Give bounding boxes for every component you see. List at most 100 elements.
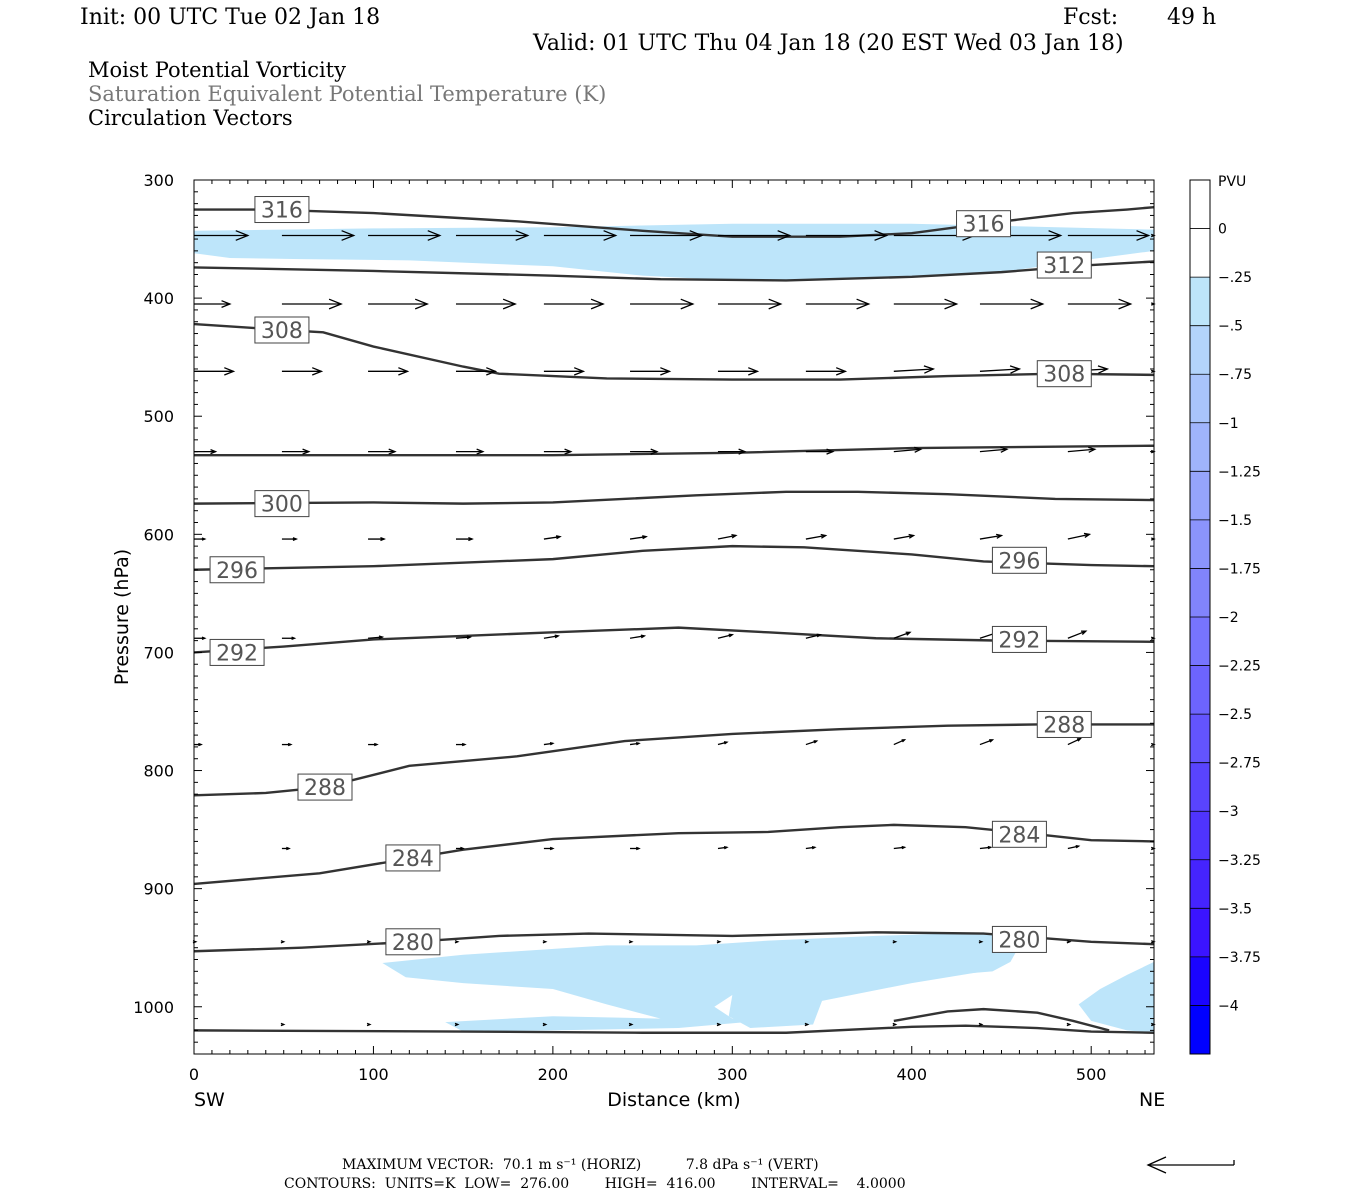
circulation-vector bbox=[281, 298, 343, 310]
circulation-vector bbox=[805, 533, 828, 540]
circulation-vector bbox=[716, 940, 722, 944]
circulation-vector bbox=[368, 230, 442, 241]
circulation-vector bbox=[1067, 532, 1092, 540]
colorbar-cell bbox=[1190, 714, 1210, 763]
contour-label: 296 bbox=[209, 556, 265, 584]
circulation-vector bbox=[979, 845, 993, 850]
y-tick-label: 300 bbox=[143, 171, 174, 190]
contour-label-text: 312 bbox=[1043, 254, 1085, 279]
circulation-vector bbox=[454, 1022, 460, 1027]
valid-time: Valid: 01 UTC Thu 04 Jan 18 (20 EST Wed … bbox=[533, 31, 1124, 56]
circulation-vector bbox=[893, 446, 923, 453]
mpv-colorbar: PVU 0 −.25 −.5 −.75 −1 −1.25 −1.5 −1.75 −2 −2.25 −2… bbox=[1189, 174, 1261, 1055]
colorbar-cell bbox=[1190, 762, 1210, 812]
colorbar-label: −1 bbox=[1218, 416, 1239, 432]
circulation-vector bbox=[368, 367, 410, 376]
circulation-vector bbox=[368, 742, 379, 747]
circulation-vector bbox=[1066, 1022, 1072, 1027]
circulation-vector bbox=[628, 1022, 634, 1027]
contour-label-text: 284 bbox=[392, 847, 434, 872]
colorbar-label: −3 bbox=[1218, 804, 1239, 820]
x-end-label-ne: NE bbox=[1139, 1089, 1165, 1111]
circulation-vector bbox=[1067, 298, 1133, 310]
circulation-vector bbox=[893, 739, 907, 746]
theta-es-contours bbox=[193, 205, 1155, 1034]
circulation-vector bbox=[543, 367, 586, 376]
contour-label: 288 bbox=[297, 773, 353, 801]
circulation-vector bbox=[805, 367, 848, 376]
max-vector-info: MAXIMUM VECTOR: 70.1 m s⁻¹ (HORIZ) 7.8 d… bbox=[342, 1157, 819, 1173]
colorbar-cell bbox=[1190, 568, 1210, 617]
circulation-vector bbox=[630, 230, 704, 241]
contour-label: 316 bbox=[254, 196, 310, 224]
contour-label-text: 288 bbox=[1043, 713, 1085, 738]
circulation-vector bbox=[979, 533, 1004, 540]
circulation-vector bbox=[893, 365, 936, 374]
contour-label-text: 316 bbox=[261, 199, 303, 224]
colorbar-label: −3.5 bbox=[1218, 901, 1252, 917]
colorbar-label: −3.75 bbox=[1218, 950, 1261, 966]
colorbar-cell bbox=[1190, 422, 1210, 472]
colorbar-label: −1.25 bbox=[1218, 464, 1261, 480]
circulation-vector bbox=[717, 298, 783, 310]
circulation-vector bbox=[805, 298, 871, 310]
colorbar-cell bbox=[1190, 908, 1210, 957]
contour-label: 292 bbox=[991, 625, 1047, 653]
colorbar-label: −.75 bbox=[1218, 367, 1252, 383]
colorbar-cell bbox=[1190, 859, 1210, 909]
colorbar-cell bbox=[1190, 325, 1210, 375]
contour-label: 316 bbox=[956, 210, 1012, 238]
colorbar-label: −.5 bbox=[1218, 319, 1243, 335]
circulation-vector bbox=[543, 448, 573, 455]
circulation-vector bbox=[630, 846, 641, 851]
y-axis-label: Pressure (hPa) bbox=[111, 549, 133, 685]
colorbar-label: −1.5 bbox=[1218, 513, 1252, 529]
y-tick-label: 500 bbox=[143, 407, 174, 426]
circulation-vector bbox=[893, 533, 916, 540]
contour-label-text: 292 bbox=[216, 641, 258, 666]
circulation-vector bbox=[805, 740, 819, 746]
circulation-vector bbox=[717, 230, 792, 241]
circulation-vector bbox=[281, 367, 324, 376]
circulation-vector bbox=[368, 536, 386, 542]
contour-line bbox=[194, 444, 1155, 457]
circulation-vector bbox=[543, 298, 605, 310]
circulation-vector bbox=[978, 1022, 984, 1027]
circulation-vector bbox=[629, 634, 647, 639]
circulation-vector bbox=[1067, 844, 1081, 850]
contour-line bbox=[193, 626, 1155, 654]
contour-label-text: 308 bbox=[261, 319, 303, 344]
x-tick-label: 500 bbox=[1076, 1065, 1107, 1084]
colorbar-unit: PVU bbox=[1218, 174, 1246, 190]
circulation-vector bbox=[893, 845, 907, 850]
contour-line bbox=[893, 1007, 1110, 1032]
circulation-vector bbox=[281, 230, 356, 241]
x-tick-label: 0 bbox=[189, 1065, 199, 1084]
colorbar-label: −4 bbox=[1218, 998, 1239, 1014]
circulation-vector bbox=[629, 742, 641, 746]
circulation-vector bbox=[281, 846, 291, 851]
contour-labels: 316 316 312 308 308 300 296 296 292 292 288 288 284 2… bbox=[209, 196, 1092, 956]
circulation-vector bbox=[281, 448, 311, 455]
y-tick-label: 700 bbox=[143, 643, 174, 662]
circulation-vector bbox=[717, 741, 729, 746]
contour-label: 312 bbox=[1036, 251, 1092, 279]
contour-label: 296 bbox=[991, 546, 1047, 574]
title-vectors: Circulation Vectors bbox=[88, 106, 293, 130]
contour-label-text: 300 bbox=[261, 493, 303, 518]
circulation-vector bbox=[805, 633, 822, 639]
reference-vector-arrow bbox=[1146, 1156, 1235, 1174]
circulation-vector bbox=[281, 537, 299, 541]
circulation-vector bbox=[1066, 940, 1072, 944]
circulation-vector bbox=[455, 367, 498, 376]
contour-label: 300 bbox=[254, 490, 310, 518]
circulation-vector bbox=[805, 448, 835, 455]
colorbar-label: −2.5 bbox=[1218, 707, 1252, 723]
circulation-vector bbox=[893, 298, 959, 310]
contour-line bbox=[193, 490, 1155, 505]
circulation-vector bbox=[455, 536, 474, 542]
contour-label-text: 292 bbox=[998, 628, 1040, 653]
circulation-vector bbox=[368, 635, 385, 640]
contour-label-text: 296 bbox=[216, 559, 258, 584]
